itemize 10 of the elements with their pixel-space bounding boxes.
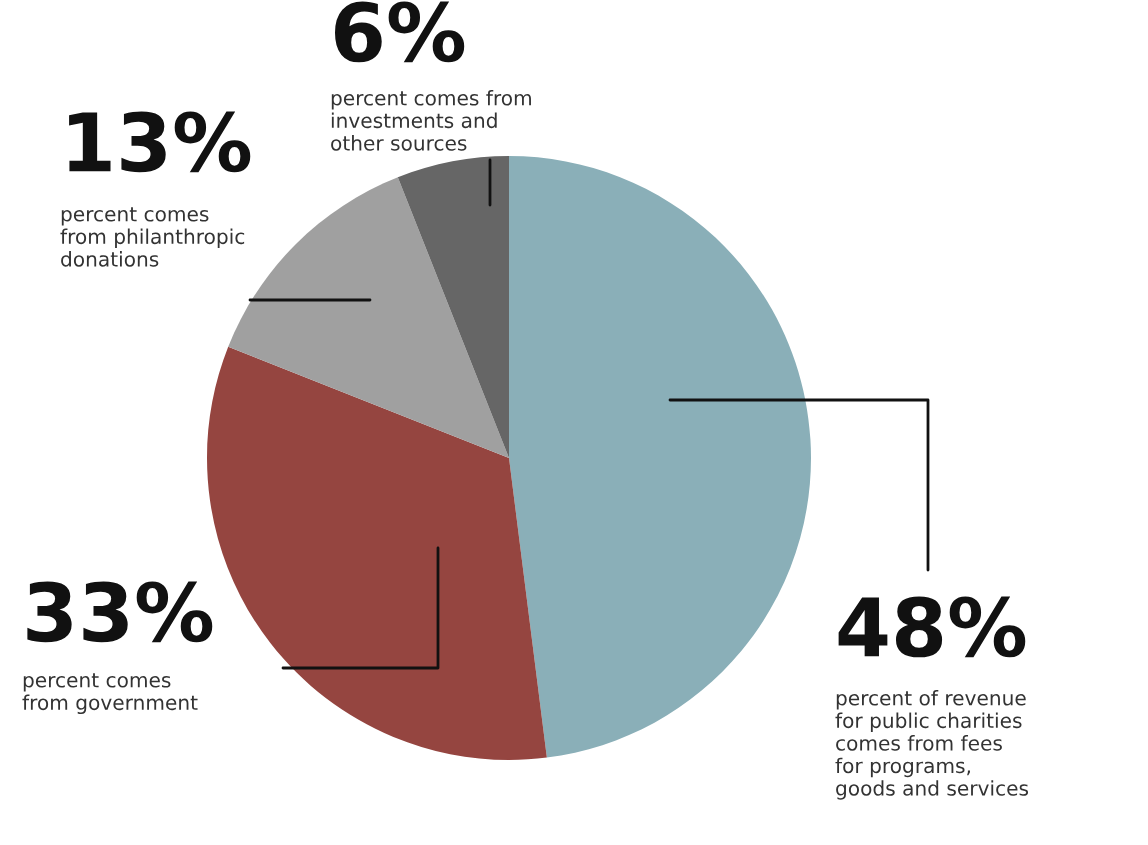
- data-label: 48%: [838, 596, 1026, 658]
- slice-label: percent comes from investments and other sources: [331, 90, 531, 151]
- slice-label: percent of revenue for public charities comes from fees for programs, goods and services: [835, 690, 1029, 800]
- data-label: 6%: [335, 1, 465, 63]
- data-label: 13%: [69, 111, 251, 173]
- pie-slice: [509, 156, 811, 758]
- slice-label: percent comes from government: [22, 673, 198, 715]
- pie-slice: [397, 156, 509, 458]
- data-label: 33%: [27, 581, 213, 643]
- slice-label: percent comes from philanthropic donations: [60, 207, 245, 267]
